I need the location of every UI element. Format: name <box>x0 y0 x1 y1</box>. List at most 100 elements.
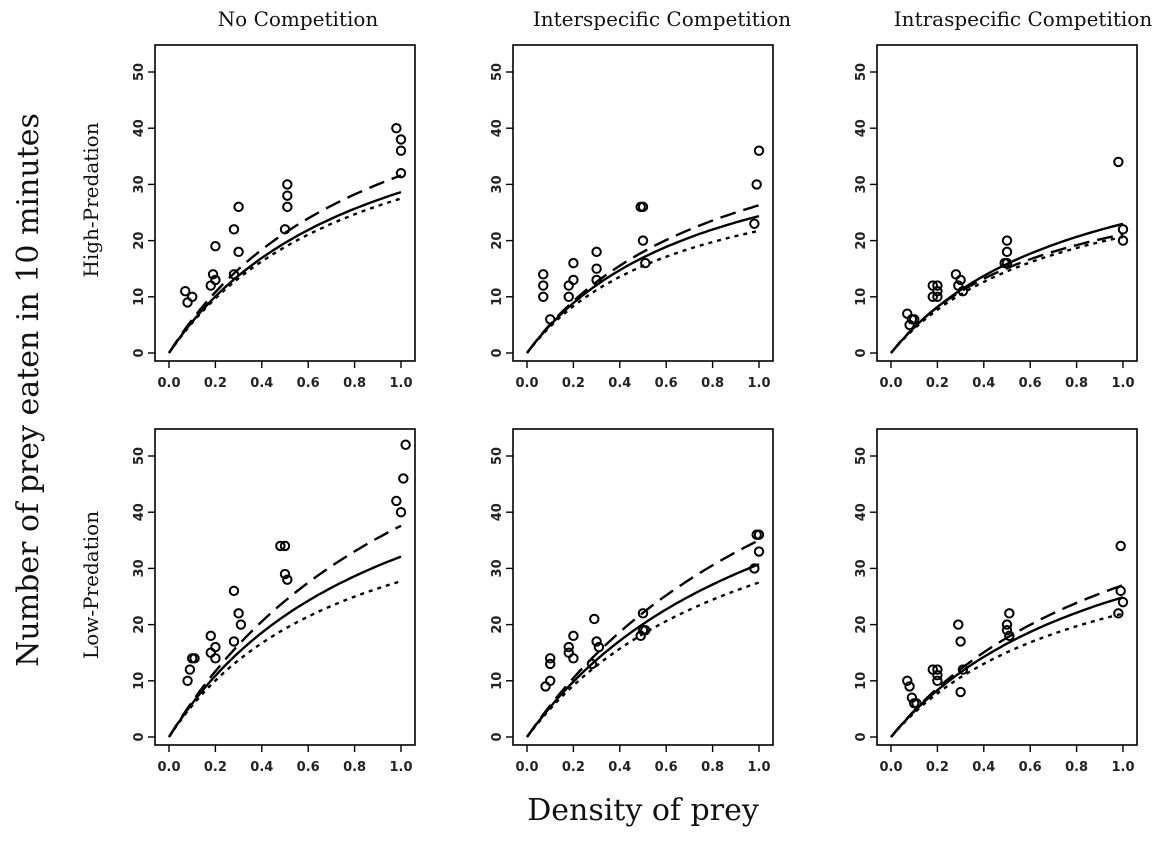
y-tick-label: 40 <box>132 119 147 137</box>
data-point <box>207 269 219 280</box>
y-tick-label: 20 <box>854 616 869 634</box>
data-point <box>398 473 409 484</box>
x-tick-label: 0.8 <box>343 760 366 775</box>
data-point <box>391 495 402 507</box>
plot-frame <box>512 428 774 746</box>
data-point <box>568 630 579 642</box>
data-point <box>233 608 244 619</box>
data-point <box>228 585 240 597</box>
panel-0-2: 0.0 0.2 0.4 0.6 0.8 1.0 0 10 20 30 40 50 <box>854 44 1138 391</box>
x-tick-label: 0.6 <box>655 376 678 391</box>
x-tick-label: 1.0 <box>747 376 770 391</box>
data-point <box>591 274 602 286</box>
x-tick-label: 0.8 <box>701 376 724 391</box>
x-tick-label: 0.6 <box>297 760 320 775</box>
data-point <box>640 625 651 636</box>
data-point <box>275 540 286 552</box>
y-tick-label: 30 <box>854 559 869 577</box>
data-point <box>586 658 598 670</box>
data-point <box>1004 608 1015 619</box>
data-point <box>210 241 221 252</box>
data-point <box>545 653 556 664</box>
data-point <box>955 274 966 286</box>
y-tick-label: 40 <box>854 119 869 137</box>
curve-dashed <box>167 174 402 354</box>
curve-dotted <box>526 581 760 738</box>
data-point <box>932 285 943 297</box>
data-point <box>932 675 943 686</box>
data-point <box>593 641 605 653</box>
data-point <box>1115 540 1126 552</box>
data-point <box>1004 630 1015 642</box>
y-tick-label: 30 <box>490 559 505 577</box>
data-point <box>538 280 549 291</box>
data-point <box>749 218 760 229</box>
y-tick-label: 30 <box>490 175 505 193</box>
data-point <box>1117 596 1129 608</box>
x-tick-label: 0.8 <box>1065 760 1088 775</box>
curve-dashed <box>526 539 760 738</box>
data-point <box>282 574 293 585</box>
y-tick-label: 0 <box>132 348 147 357</box>
x-tick-label: 0.0 <box>515 376 538 391</box>
y-tick-label: 50 <box>490 447 505 465</box>
panel-1-0: 0.0 0.2 0.4 0.6 0.8 1.0 0 10 20 30 40 50 <box>132 428 416 775</box>
data-point <box>210 653 221 664</box>
x-tick-label: 0.0 <box>879 760 902 775</box>
data-point <box>540 681 551 692</box>
x-tick-label: 0.2 <box>204 376 227 391</box>
y-tick-label: 40 <box>132 503 147 521</box>
x-tick-label: 0.4 <box>250 376 273 391</box>
data-point <box>932 664 943 675</box>
data-point <box>210 641 221 653</box>
data-point <box>538 269 549 280</box>
data-point <box>210 274 221 286</box>
y-tick-label: 50 <box>854 63 869 81</box>
data-point <box>395 134 407 145</box>
curve-dotted <box>168 580 402 738</box>
panel-1-1: 0.0 0.2 0.4 0.6 0.8 1.0 0 10 20 30 40 50 <box>490 428 774 775</box>
data-point <box>538 291 549 302</box>
data-point <box>282 179 293 190</box>
data-point <box>909 314 920 325</box>
x-tick-label: 1.0 <box>747 760 770 775</box>
data-point <box>1001 619 1013 630</box>
x-tick-label: 0.4 <box>972 760 995 775</box>
data-point <box>589 613 600 625</box>
curve-solid <box>167 555 402 738</box>
y-tick-label: 0 <box>854 348 869 357</box>
x-tick-label: 0.0 <box>157 376 180 391</box>
data-point <box>282 190 293 201</box>
x-tick-label: 0.6 <box>297 376 320 391</box>
curve-dotted <box>526 229 760 354</box>
data-point <box>563 641 574 653</box>
x-tick-label: 0.0 <box>515 760 538 775</box>
data-point <box>563 291 574 302</box>
curve-dashed <box>167 524 402 738</box>
data-point <box>391 123 402 134</box>
data-point <box>902 675 913 686</box>
x-tick-label: 0.0 <box>157 760 180 775</box>
column-title-0: No Competition <box>218 7 379 31</box>
data-point <box>932 280 943 291</box>
curve-dashed <box>890 583 1124 738</box>
data-point <box>205 647 216 658</box>
y-tick-label: 20 <box>854 232 869 250</box>
plot-frame <box>876 428 1138 746</box>
data-point <box>753 145 765 156</box>
x-tick-label: 0.6 <box>655 760 678 775</box>
x-tick-label: 0.2 <box>562 760 585 775</box>
y-tick-label: 10 <box>132 672 147 690</box>
panel-0-1: 0.0 0.2 0.4 0.6 0.8 1.0 0 10 20 30 40 50 <box>490 44 774 391</box>
y-tick-label: 30 <box>132 559 147 577</box>
y-tick-label: 10 <box>490 672 505 690</box>
data-point <box>950 269 962 280</box>
data-point <box>233 201 244 213</box>
y-tick-label: 50 <box>490 63 505 81</box>
curve-dotted <box>890 612 1124 738</box>
data-point <box>955 686 966 698</box>
y-tick-label: 0 <box>854 732 869 741</box>
data-point <box>568 274 579 286</box>
data-point <box>753 546 765 557</box>
curve-dotted <box>168 197 402 354</box>
